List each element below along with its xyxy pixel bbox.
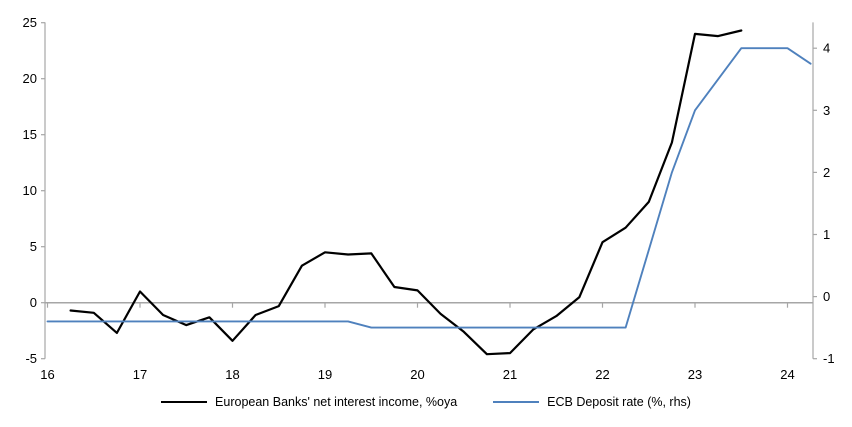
x-axis-tick-label: 19 [318,367,332,382]
series-lines [46,29,812,356]
x-axis-tick-label: 18 [225,367,239,382]
legend: European Banks' net interest income, %oy… [0,395,852,409]
left-axis-tick-label: 0 [30,295,37,310]
x-axis-tick-label: 23 [688,367,702,382]
x-axis-tick-label: 16 [40,367,54,382]
right-axis-tick-label: 4 [823,41,830,56]
blue-line-sample [493,401,540,403]
left-axis-tick-label: 5 [30,239,37,254]
black-line-sample [161,401,208,403]
left-axis-tick-label: 10 [23,183,37,198]
left-axis-tick-label: 15 [23,127,37,142]
x-axis-tick-label: 24 [780,367,794,382]
x-axis-tick-label: 21 [503,367,517,382]
right-axis-tick-label: -1 [823,351,835,366]
legend-label-ecb-deposit-rate: ECB Deposit rate (%, rhs) [547,395,691,409]
right-axis-tick-label: 1 [823,227,830,242]
x-axis-tick-label: 20 [410,367,424,382]
right-axis-tick-label: 3 [823,103,830,118]
right-axis-tick-label: 0 [823,289,830,304]
legend-item-net-interest-income: European Banks' net interest income, %oy… [161,395,457,409]
x-axis-tick-label: 22 [595,367,609,382]
right-axis-tick-label: 2 [823,165,830,180]
left-axis-tick-label: 25 [23,15,37,30]
legend-label-net-interest-income: European Banks' net interest income, %oy… [215,395,458,409]
left-axis-tick-label: 20 [23,71,37,86]
left-axis-tick-label: -5 [25,351,37,366]
series-line-1 [46,47,812,329]
series-line-0 [69,29,743,356]
x-axis-tick-label: 17 [133,367,147,382]
axes [41,22,817,360]
legend-item-ecb-deposit-rate: ECB Deposit rate (%, rhs) [493,395,691,409]
